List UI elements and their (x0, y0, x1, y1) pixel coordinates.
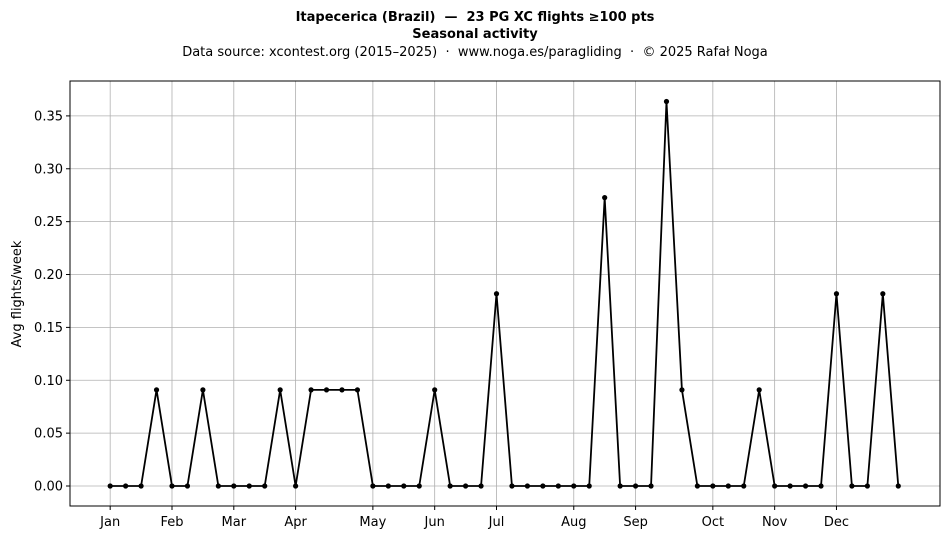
point (462, 483, 469, 489)
point (308, 387, 314, 393)
plot-frame (69, 80, 941, 507)
y-tick-label: 0.15 (34, 321, 63, 336)
point (833, 291, 840, 297)
point (123, 483, 129, 489)
point (385, 483, 391, 489)
x-tick-label: Jan (99, 515, 120, 530)
point (725, 483, 731, 489)
point (679, 387, 685, 393)
chart-title: Itapecerica (Brazil) — 23 PG XC flights … (296, 10, 655, 25)
point (772, 483, 778, 489)
point (277, 387, 283, 393)
point (401, 483, 407, 489)
point (416, 483, 422, 489)
point (447, 483, 453, 489)
point (555, 483, 561, 489)
y-axis-label: Avg flights/week (10, 240, 25, 347)
point (184, 483, 191, 489)
y-tick-label: 0.25 (34, 215, 63, 230)
y-tick-label: 0.05 (34, 427, 63, 442)
point (323, 387, 330, 393)
chart-source: Data source: xcontest.org (2015–2025) · … (182, 45, 768, 60)
y-tick-label: 0.00 (34, 480, 63, 495)
x-tick-label: Feb (160, 515, 183, 530)
point (617, 483, 623, 489)
point (354, 387, 361, 393)
chart-subtitle: Seasonal activity (412, 27, 538, 42)
point (215, 483, 221, 489)
point (153, 387, 160, 393)
x-tick-label: Jun (424, 515, 445, 530)
point (293, 483, 299, 489)
y-tick-label: 0.30 (34, 162, 63, 177)
point (231, 483, 237, 489)
point (694, 483, 700, 489)
point (107, 483, 113, 489)
x-tick-label: Aug (561, 515, 586, 530)
point (864, 483, 870, 489)
point (509, 483, 515, 489)
x-tick-label: Sep (623, 515, 648, 530)
point (802, 483, 809, 489)
point (710, 483, 716, 489)
point (169, 483, 175, 489)
y-tick-label: 0.35 (34, 109, 63, 124)
point (787, 483, 793, 489)
point (200, 387, 206, 393)
x-tick-label: Apr (284, 515, 307, 530)
point (478, 483, 484, 489)
point (540, 483, 546, 489)
point (756, 387, 762, 393)
point (648, 483, 654, 489)
point (741, 483, 747, 489)
point (818, 483, 824, 489)
x-tick-label: Jul (488, 515, 505, 530)
x-tick-label: Nov (762, 515, 788, 530)
point (663, 98, 670, 105)
point (493, 291, 500, 297)
point (632, 483, 639, 489)
x-tick-label: May (359, 515, 386, 530)
point (849, 483, 855, 489)
series-line (110, 101, 900, 487)
point (339, 387, 345, 393)
x-tick-label: Oct (702, 515, 724, 530)
point (370, 483, 376, 489)
x-tick-label: Mar (222, 515, 247, 530)
y-tick-label: 0.10 (34, 374, 63, 389)
point (571, 483, 577, 489)
y-tick-label: 0.20 (34, 268, 63, 283)
point (602, 195, 608, 201)
point (586, 483, 592, 489)
point (262, 483, 268, 489)
point (138, 483, 144, 489)
point (524, 483, 531, 489)
x-tick-label: Dec (824, 515, 849, 530)
point (880, 291, 886, 297)
point (432, 387, 438, 393)
point (895, 483, 901, 489)
point (246, 483, 252, 489)
